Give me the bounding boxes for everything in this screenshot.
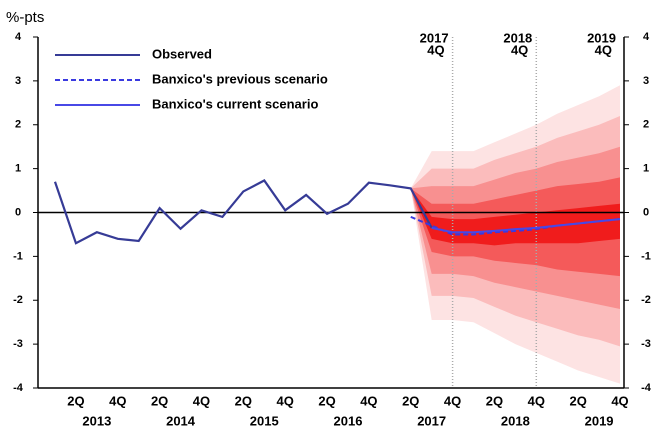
- y2-tick-label: 2: [643, 119, 649, 131]
- x-tick-label: 2Q: [402, 393, 419, 408]
- x-tick-label: 4Q: [611, 393, 628, 408]
- annotation-quarter: 4Q: [511, 42, 528, 57]
- y2-tick-label: -3: [641, 338, 651, 350]
- series-line: [431, 218, 621, 234]
- annotation-quarter: 4Q: [595, 42, 612, 57]
- y-tick-label: -2: [13, 294, 23, 306]
- x-tick-label: 4Q: [109, 393, 126, 408]
- x-tick-label: 4Q: [360, 393, 377, 408]
- y2-tick-label: -1: [641, 250, 651, 262]
- x-tick-label: 4Q: [528, 393, 545, 408]
- x-tick-label: 2Q: [235, 393, 252, 408]
- y2-tick-label: 4: [643, 31, 650, 43]
- y2-tick-label: -2: [641, 294, 651, 306]
- y-tick-label: -1: [13, 250, 23, 262]
- y-tick-label: -3: [13, 338, 23, 350]
- annotation-year: 2017: [420, 30, 449, 45]
- y-tick-label: 1: [15, 163, 21, 175]
- y2-tick-label: -4: [641, 382, 652, 394]
- series-line: [53, 179, 433, 245]
- x-year-label: 2014: [166, 413, 196, 428]
- fan-band: [410, 188, 620, 246]
- x-tick-label: 2Q: [569, 393, 586, 408]
- annotation-year: 2019: [587, 30, 616, 45]
- legend-label: Banxico's previous scenario: [152, 71, 328, 86]
- x-tick-label: 4Q: [277, 393, 294, 408]
- y-tick-label: 3: [15, 75, 21, 87]
- x-tick-label: 2Q: [486, 393, 503, 408]
- x-year-label: 2016: [334, 413, 363, 428]
- x-tick-label: 2Q: [318, 393, 335, 408]
- annotation-quarter: 4Q: [427, 42, 444, 57]
- x-tick-label: 2Q: [151, 393, 168, 408]
- y-tick-label: 4: [15, 31, 22, 43]
- x-year-label: 2018: [501, 413, 530, 428]
- x-tick-label: 4Q: [444, 393, 461, 408]
- y2-tick-label: 1: [643, 163, 649, 175]
- x-tick-label: 4Q: [193, 393, 210, 408]
- annotation-year: 2018: [503, 30, 532, 45]
- y2-tick-label: 3: [643, 75, 649, 87]
- y-tick-label: 2: [15, 119, 21, 131]
- x-year-label: 2017: [417, 413, 446, 428]
- legend-label: Banxico's current scenario: [152, 96, 318, 111]
- x-tick-label: 2Q: [67, 393, 84, 408]
- y-axis-label: %-pts: [6, 9, 44, 26]
- x-year-label: 2013: [82, 413, 111, 428]
- y-tick-label: -4: [13, 382, 24, 394]
- x-year-label: 2015: [250, 413, 279, 428]
- x-year-label: 2019: [585, 413, 614, 428]
- y-tick-label: 0: [15, 206, 21, 218]
- legend-label: Observed: [152, 46, 212, 61]
- y2-tick-label: 0: [643, 206, 649, 218]
